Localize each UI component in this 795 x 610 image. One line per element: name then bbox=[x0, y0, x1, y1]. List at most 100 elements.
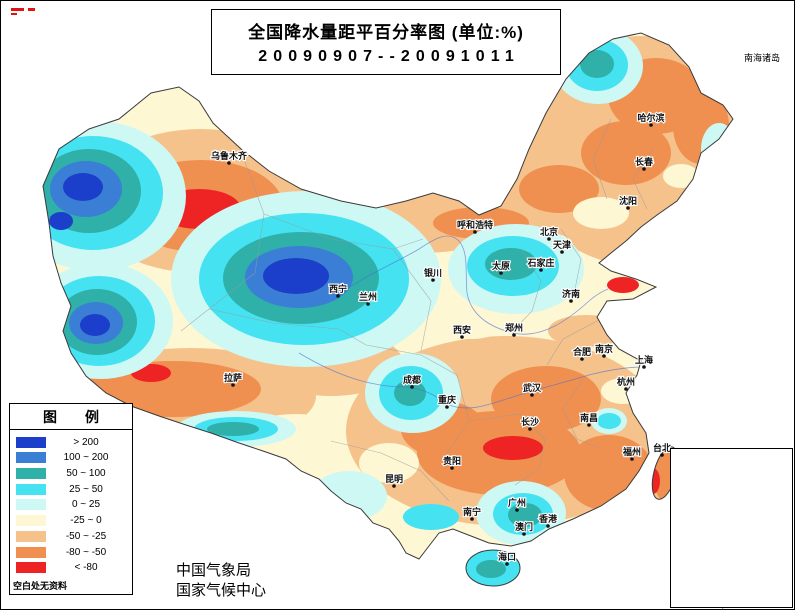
legend-swatch bbox=[16, 436, 46, 448]
legend-item: -80 ~ -50 bbox=[16, 546, 126, 559]
city-marker: 沈阳 bbox=[618, 194, 638, 210]
city-marker: 南京 bbox=[594, 342, 614, 358]
legend-item-label: -80 ~ -50 bbox=[65, 546, 107, 558]
legend-item-label: < -80 bbox=[74, 562, 98, 574]
legend-item-label: > 200 bbox=[73, 436, 99, 448]
city-marker: 长沙 bbox=[520, 415, 540, 431]
legend-items: > 200 100 ~ 200 50 ~ 100 25 ~ 50 0 ~ 25 … bbox=[10, 430, 132, 577]
city-dot bbox=[530, 393, 534, 397]
city-marker: 成都 bbox=[402, 373, 422, 389]
city-label: 澳门 bbox=[515, 521, 533, 532]
city-dot bbox=[505, 562, 509, 566]
city-marker: 西宁 bbox=[328, 282, 348, 298]
legend-item: 0 ~ 25 bbox=[16, 498, 126, 511]
city-marker: 澳门 bbox=[514, 520, 534, 536]
city-dot bbox=[515, 508, 519, 512]
inset-frame bbox=[670, 448, 793, 608]
city-dot bbox=[460, 335, 464, 339]
city-marker: 呼和浩特 bbox=[456, 218, 494, 234]
legend-swatch bbox=[16, 530, 46, 542]
city-label: 北京 bbox=[540, 226, 558, 237]
city-label: 西安 bbox=[453, 324, 471, 335]
city-dot bbox=[569, 299, 573, 303]
legend-item: 50 ~ 100 bbox=[16, 467, 126, 480]
city-label: 长沙 bbox=[521, 416, 539, 427]
rivers bbox=[298, 235, 644, 409]
legend-swatch bbox=[16, 499, 46, 511]
band-above-200 bbox=[49, 173, 329, 336]
source-line-2: 国家气候中心 bbox=[176, 582, 267, 599]
city-marker: 西安 bbox=[452, 323, 472, 339]
city-dot bbox=[642, 365, 646, 369]
city-dot bbox=[560, 250, 564, 254]
legend-no-data-note: 空白处无资料 bbox=[13, 581, 68, 591]
city-label: 重庆 bbox=[438, 394, 456, 405]
legend-item: -25 ~ 0 bbox=[16, 514, 126, 527]
city-marker: 乌鲁木齐 bbox=[210, 149, 249, 165]
map-date-range: 20090907--20091011 bbox=[258, 48, 520, 65]
city-label: 乌鲁木齐 bbox=[211, 150, 248, 161]
inset-label: 南海诸岛 bbox=[743, 53, 780, 63]
title-box: 全国降水量距平百分率图 (单位:%) 20090907--20091011 bbox=[211, 9, 561, 75]
city-label: 石家庄 bbox=[526, 257, 554, 268]
city-label: 香港 bbox=[538, 513, 558, 524]
legend-title: 图 例 bbox=[43, 409, 99, 425]
city-marker: 海口 bbox=[497, 550, 517, 566]
city-marker: 哈尔滨 bbox=[636, 111, 666, 127]
city-dot bbox=[445, 405, 449, 409]
legend-swatch bbox=[16, 452, 46, 464]
legend-box: 图 例 > 200 100 ~ 200 50 ~ 100 25 ~ 50 0 ~… bbox=[9, 403, 133, 595]
legend-swatch bbox=[16, 546, 46, 558]
legend-swatch bbox=[16, 483, 46, 495]
city-dot bbox=[649, 123, 653, 127]
city-label: 杭州 bbox=[617, 376, 635, 387]
legend-item-label: 25 ~ 50 bbox=[69, 483, 103, 495]
city-label: 天津 bbox=[553, 239, 571, 250]
legend-swatch bbox=[16, 468, 46, 480]
city-label: 南宁 bbox=[463, 506, 481, 517]
city-dot bbox=[512, 333, 516, 337]
city-dot bbox=[366, 302, 370, 306]
city-marker: 台北 bbox=[652, 441, 672, 457]
city-dot bbox=[546, 524, 550, 528]
city-dot bbox=[431, 278, 435, 282]
corner-annotation bbox=[11, 8, 35, 15]
city-label: 合肥 bbox=[573, 346, 591, 357]
city-marker: 福州 bbox=[621, 445, 642, 461]
city-marker: 兰州 bbox=[358, 290, 378, 306]
legend-divider bbox=[10, 429, 132, 430]
city-dot bbox=[522, 532, 526, 536]
city-label: 济南 bbox=[562, 288, 580, 299]
city-label: 海口 bbox=[498, 551, 516, 562]
city-dot bbox=[547, 237, 551, 241]
city-marker: 上海 bbox=[634, 353, 654, 369]
legend-swatch bbox=[16, 515, 46, 527]
city-dot bbox=[580, 357, 584, 361]
city-label: 上海 bbox=[635, 354, 653, 365]
city-label: 贵阳 bbox=[443, 455, 461, 466]
legend-item-label: -50 ~ -25 bbox=[65, 530, 107, 542]
city-label: 南京 bbox=[595, 343, 613, 354]
legend-item-label: 0 ~ 25 bbox=[71, 499, 101, 511]
legend-item: > 200 bbox=[16, 436, 126, 449]
city-marker: 银川 bbox=[423, 266, 443, 282]
city-dot bbox=[450, 466, 454, 470]
city-label: 太原 bbox=[491, 260, 510, 271]
city-marker: 太原 bbox=[490, 259, 511, 275]
city-marker: 天津 bbox=[552, 238, 572, 254]
city-marker: 广州 bbox=[507, 496, 527, 512]
city-dot bbox=[587, 423, 591, 427]
city-marker: 南昌 bbox=[579, 411, 599, 427]
city-label: 呼和浩特 bbox=[457, 219, 493, 230]
city-marker: 杭州 bbox=[616, 375, 636, 391]
city-marker: 合肥 bbox=[572, 345, 592, 361]
city-marker: 北京 bbox=[539, 225, 559, 241]
city-dot bbox=[626, 206, 630, 210]
city-dot bbox=[602, 354, 606, 358]
legend-item: 25 ~ 50 bbox=[16, 483, 126, 496]
source-attribution: 中国气象局 国家气候中心 bbox=[176, 561, 266, 601]
city-label: 福州 bbox=[622, 446, 641, 457]
city-label: 拉萨 bbox=[224, 372, 242, 383]
